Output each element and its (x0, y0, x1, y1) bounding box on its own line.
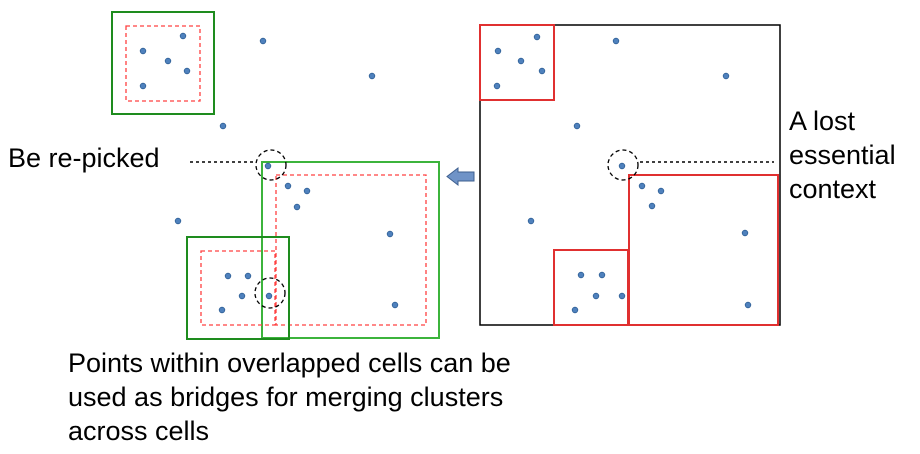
point (284, 182, 292, 190)
point (174, 217, 182, 225)
inner-cell-bottom-small (200, 250, 276, 326)
point (517, 57, 525, 65)
lost-context-line-1: A lost (789, 106, 856, 136)
point (293, 203, 301, 211)
right-points (493, 33, 752, 314)
point (218, 306, 226, 314)
left-panel (111, 11, 440, 340)
point (592, 292, 600, 300)
point (577, 271, 585, 279)
repicked-label: Be re-picked (8, 143, 160, 173)
point (573, 122, 581, 130)
point (164, 57, 172, 65)
point (265, 292, 273, 300)
point (657, 187, 665, 195)
point (139, 82, 147, 90)
expanded-cell-bottom-small (186, 236, 290, 340)
lost-context-line-3: context (789, 174, 877, 204)
caption-line-2: used as bridges for merging clusters (68, 382, 504, 412)
point (386, 230, 394, 238)
caption-line-1: Points within overlapped cells can be (68, 348, 511, 378)
point (224, 272, 232, 280)
point (744, 301, 752, 309)
point (527, 217, 535, 225)
point (183, 67, 191, 75)
point (219, 122, 227, 130)
repicked-point-highlight (255, 149, 287, 181)
point (741, 229, 749, 237)
point (139, 47, 147, 55)
expanded-cell-large (261, 161, 440, 339)
point (303, 187, 311, 195)
point (244, 272, 252, 280)
right-panel (479, 24, 781, 326)
point (612, 37, 620, 45)
grid-cell-bottom-large (628, 174, 779, 326)
point (493, 82, 501, 90)
lost-point-highlight (607, 149, 639, 181)
bridge-point-highlight (254, 277, 286, 309)
grid-cell-bottom-small (553, 249, 629, 326)
lost-context-label: A lost essential context (789, 104, 896, 206)
inner-cell-large (275, 174, 427, 326)
point (259, 37, 267, 45)
point (494, 47, 502, 55)
left-arrow-icon (446, 166, 475, 187)
point (618, 292, 626, 300)
point (648, 202, 656, 210)
expanded-cell-top-left (111, 11, 215, 115)
diagram-caption: Points within overlapped cells can be us… (68, 346, 511, 448)
point (638, 182, 646, 190)
point (571, 306, 579, 314)
grid-cell-top-left (479, 24, 555, 101)
inner-cell-top-left (125, 25, 201, 102)
caption-line-3: across cells (68, 416, 210, 446)
point (391, 301, 399, 309)
point (533, 33, 541, 41)
point (368, 72, 376, 80)
point (179, 32, 187, 40)
point (264, 162, 272, 170)
point (618, 162, 626, 170)
point (598, 271, 606, 279)
point (538, 67, 546, 75)
left-points (139, 32, 399, 314)
lost-context-line-2: essential (789, 140, 896, 170)
point (238, 292, 246, 300)
point (722, 72, 730, 80)
